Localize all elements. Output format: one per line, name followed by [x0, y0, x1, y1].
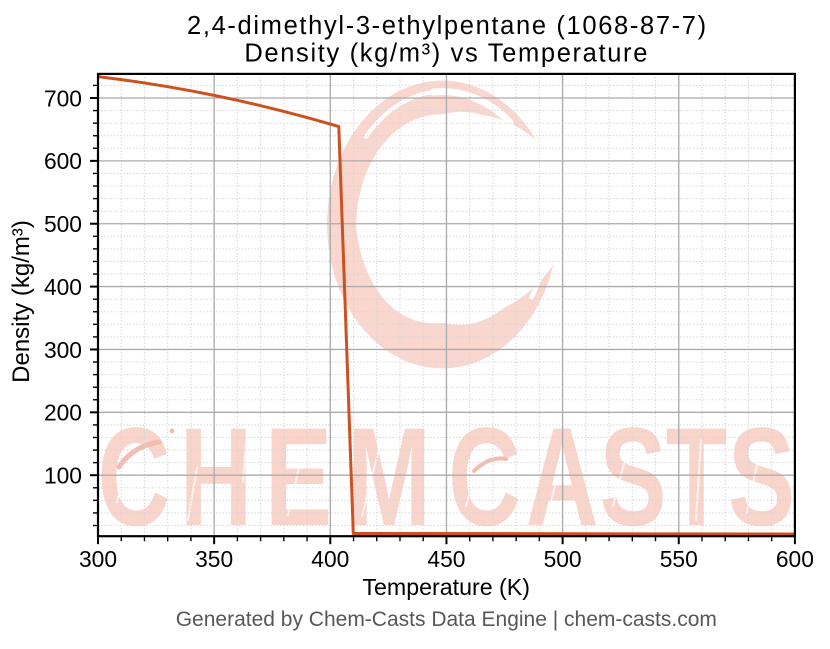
svg-text:E: E: [265, 399, 332, 555]
svg-text:T: T: [666, 399, 728, 555]
svg-text:200: 200: [44, 400, 82, 426]
svg-text:550: 550: [660, 546, 698, 572]
svg-text:C: C: [448, 399, 521, 555]
svg-text:M: M: [347, 399, 431, 555]
svg-text:500: 500: [44, 211, 82, 237]
svg-text:H: H: [180, 399, 253, 555]
svg-text:700: 700: [44, 85, 82, 111]
svg-text:600: 600: [776, 546, 814, 572]
svg-text:Generated by Chem-Casts Data E: Generated by Chem-Casts Data Engine | ch…: [176, 608, 717, 631]
svg-text:2,4-dimethyl-3-ethylpentane (1: 2,4-dimethyl-3-ethylpentane (1068-87-7): [187, 12, 708, 40]
svg-text:Density (kg/m³): Density (kg/m³): [8, 220, 35, 383]
svg-text:Density (kg/m³) vs Temperature: Density (kg/m³) vs Temperature: [244, 40, 649, 68]
svg-text:S: S: [728, 399, 795, 555]
svg-text:600: 600: [44, 148, 82, 174]
svg-text:500: 500: [544, 546, 582, 572]
svg-text:450: 450: [427, 546, 465, 572]
svg-text:400: 400: [311, 546, 349, 572]
svg-text:350: 350: [195, 546, 233, 572]
svg-text:300: 300: [44, 337, 82, 363]
svg-text:Temperature (K): Temperature (K): [362, 574, 530, 600]
svg-text:S: S: [599, 399, 666, 555]
svg-text:C: C: [98, 399, 171, 555]
svg-text:300: 300: [79, 546, 117, 572]
svg-text:400: 400: [44, 274, 82, 300]
svg-text:100: 100: [44, 463, 82, 489]
